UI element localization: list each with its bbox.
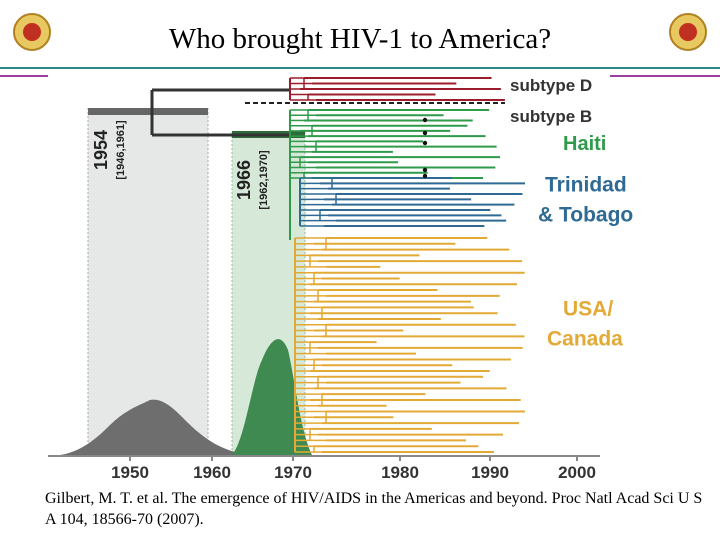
estimate-year: 1966	[234, 160, 254, 200]
estimate-interval: [1962,1970]	[258, 150, 270, 210]
clade-label: subtype B	[510, 107, 592, 126]
clade-label: Canada	[547, 327, 623, 350]
slide-title: Who brought HIV-1 to America?	[169, 23, 551, 55]
logo-left	[13, 13, 51, 51]
clade-label: & Tobago	[538, 203, 633, 226]
estimate-year: 1954	[91, 130, 111, 170]
estimate-interval: [1946,1961]	[115, 120, 127, 180]
axis-tick-label: 1950	[111, 463, 149, 482]
node-dot	[422, 130, 428, 136]
clade-label: Haiti	[563, 133, 606, 155]
density	[232, 339, 312, 455]
tree	[150, 77, 525, 453]
figure	[48, 77, 600, 457]
axis-tick-label: 1960	[193, 463, 231, 482]
node-dot	[422, 173, 428, 179]
citation: Gilbert, M. T. et al. The emergence of H…	[45, 490, 703, 528]
band	[88, 108, 208, 456]
axis-tick-label: 1970	[274, 463, 312, 482]
axis-tick-label: 1980	[381, 463, 419, 482]
axis-tick-label: 1990	[471, 463, 509, 482]
node-dot	[422, 117, 428, 123]
interval-bar	[88, 108, 208, 115]
node-dot	[422, 167, 428, 173]
clade-label: subtype D	[510, 76, 592, 95]
node-dot	[422, 140, 428, 146]
axis-tick-label: 2000	[558, 463, 596, 482]
logo-right	[669, 13, 707, 51]
density	[60, 399, 240, 455]
clade-label: Trinidad	[545, 173, 627, 196]
clade-label: USA/	[563, 297, 613, 320]
